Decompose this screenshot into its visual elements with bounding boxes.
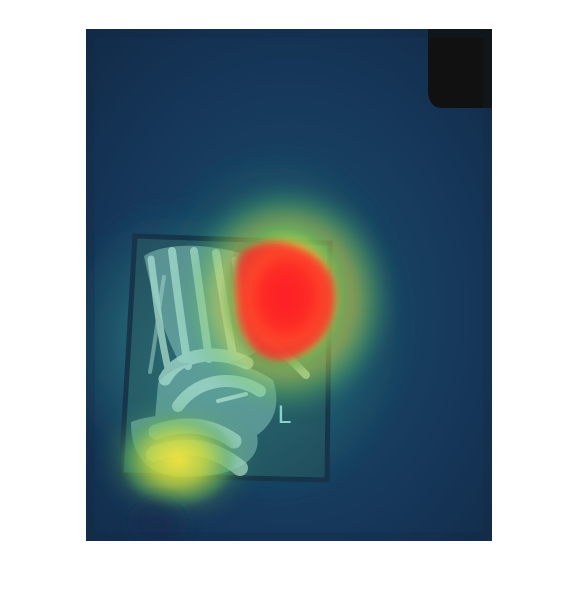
upper-heat-core [235,241,335,361]
xray-heatmap-svg [86,29,492,541]
bottom-dark-spot [133,503,184,541]
xray-heatmap-image: L [86,29,492,541]
left-marker-label: L [277,401,291,429]
lower-heat-spot-glow [106,404,250,516]
black-corner-region [428,29,492,108]
